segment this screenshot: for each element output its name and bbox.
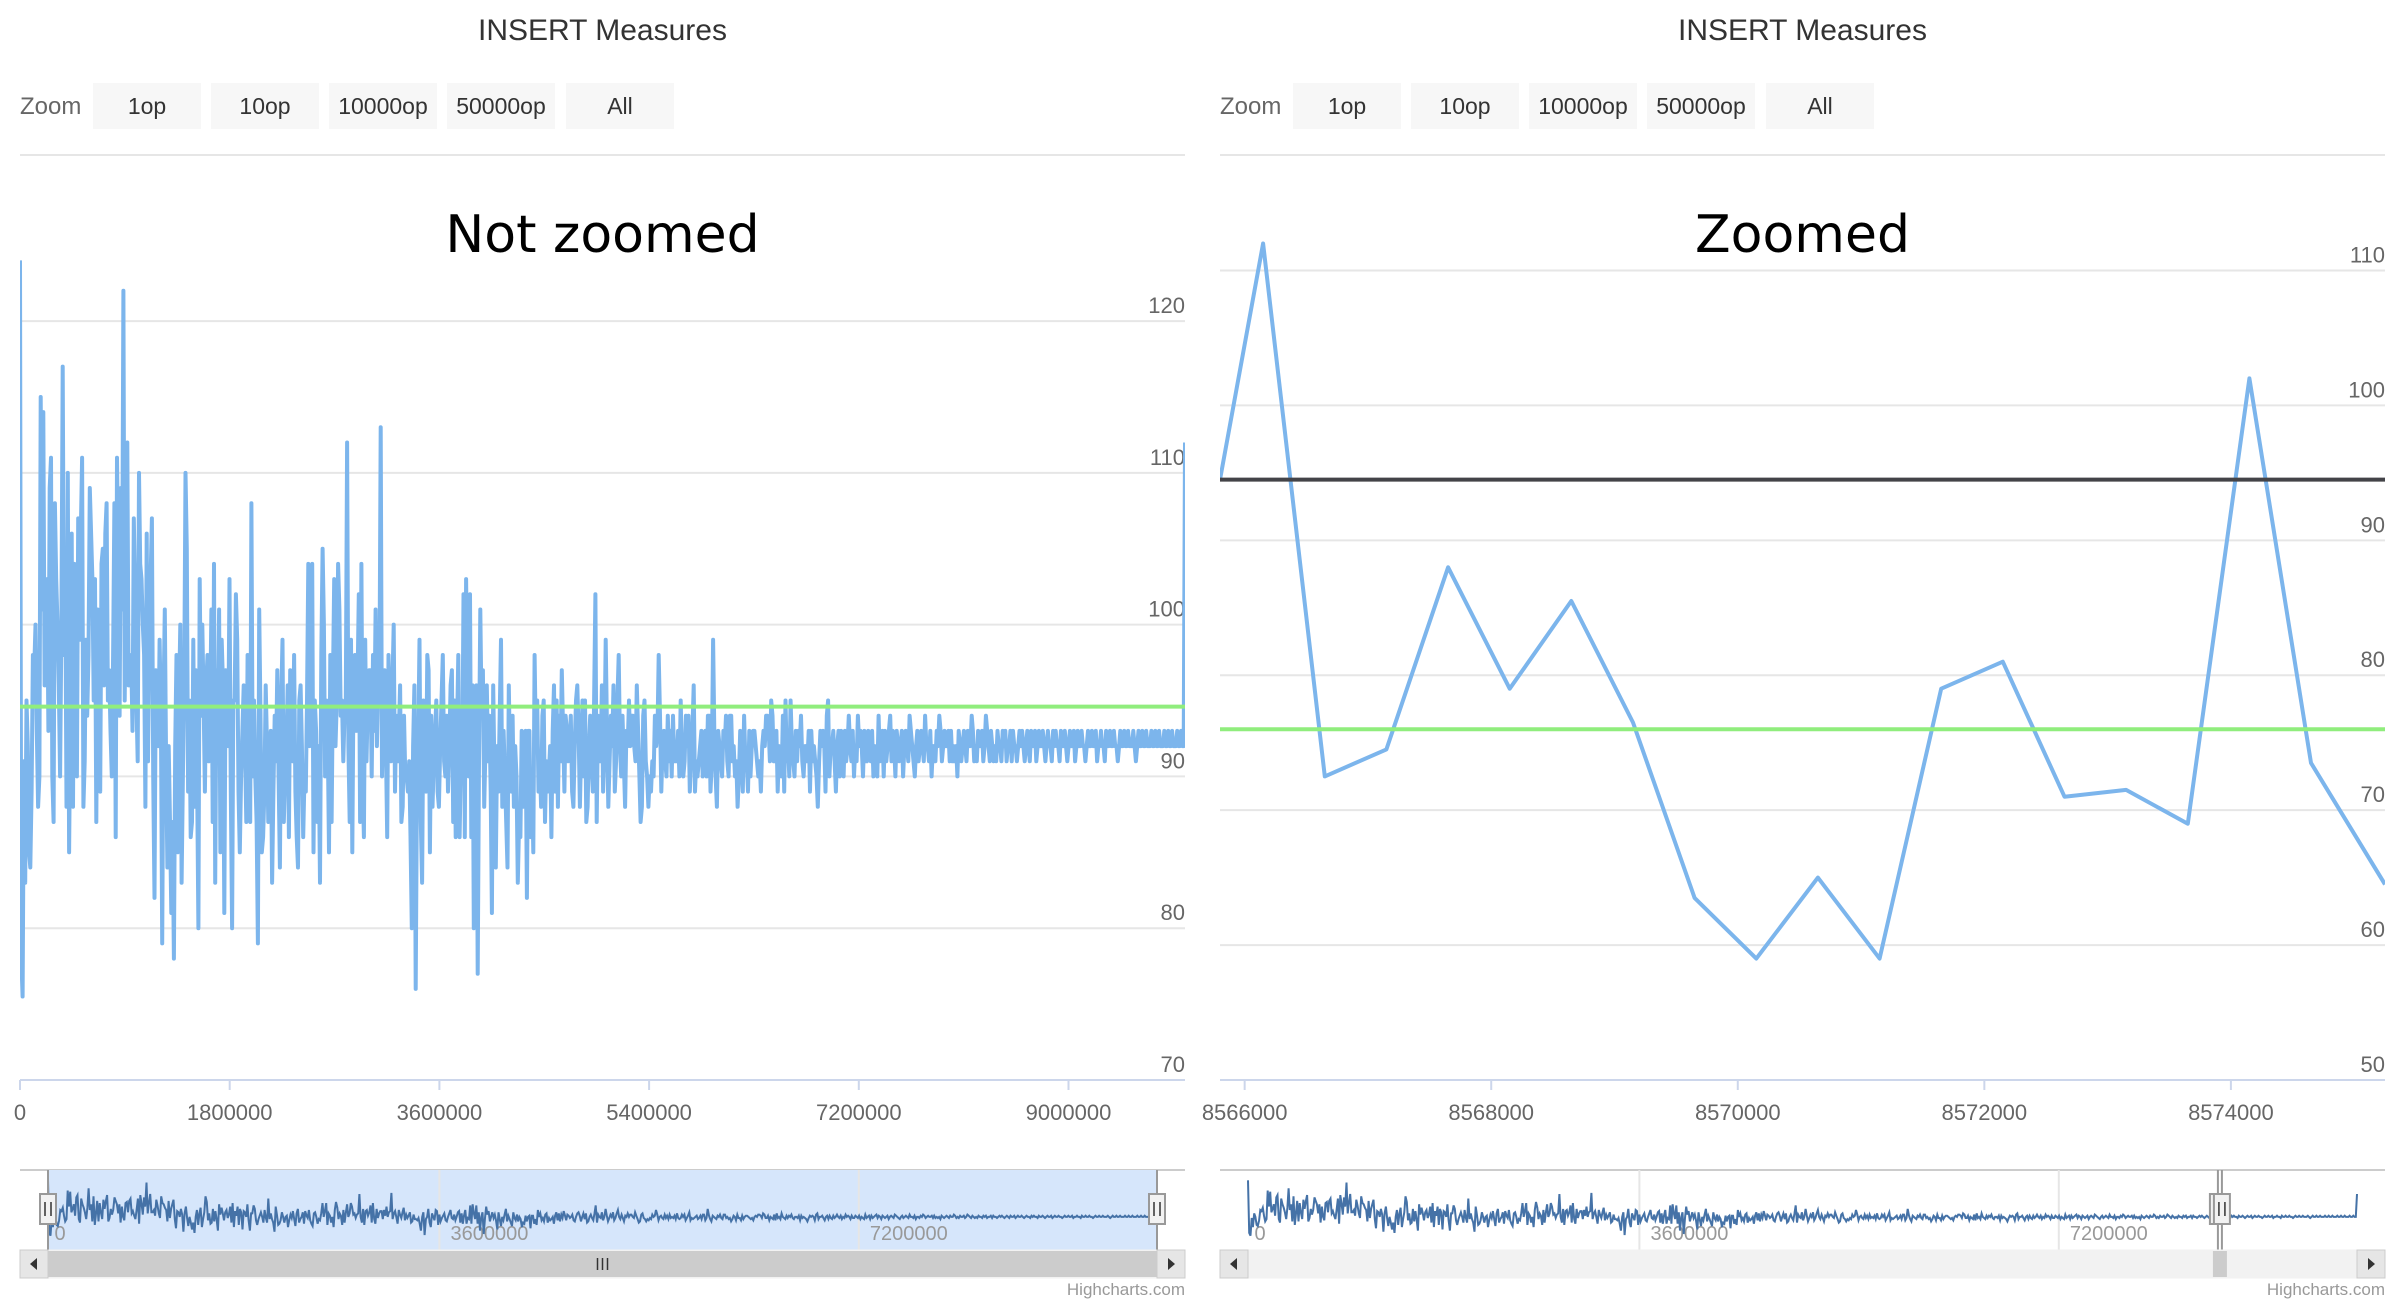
credits-link[interactable]: Highcharts.com bbox=[1066, 1280, 1185, 1299]
x-tick-label: 8568000 bbox=[1448, 1100, 1534, 1125]
zoom-button-all[interactable]: All bbox=[1766, 83, 1874, 129]
y-tick-label: 110 bbox=[1150, 445, 1185, 470]
y-tick-label: 80 bbox=[2361, 647, 2385, 672]
scrollbar-right-button[interactable] bbox=[1156, 1249, 1186, 1279]
scrollbar-track[interactable] bbox=[1219, 1249, 2386, 1279]
zoom-button-all[interactable]: All bbox=[566, 83, 674, 129]
zoom-button-10000op[interactable]: 10000op bbox=[329, 83, 437, 129]
navigator-handle[interactable] bbox=[39, 1170, 57, 1250]
chart-panel-left: INSERT Measures Zoom 1op 10op 10000op 50… bbox=[14, 14, 1186, 1299]
x-tick-label: 9000000 bbox=[1026, 1100, 1112, 1125]
navigator-series-line bbox=[47, 1180, 1158, 1237]
navigator-tick-label: 3600000 bbox=[450, 1223, 528, 1245]
panel-title: INSERT Measures bbox=[478, 14, 727, 47]
navigator-handle[interactable] bbox=[1148, 1170, 1166, 1250]
navigator-tick-label: 0 bbox=[54, 1223, 65, 1245]
zoom-button-1op[interactable]: 1op bbox=[1293, 83, 1401, 129]
x-tick-label: 0 bbox=[14, 1100, 26, 1125]
y-tick-label: 100 bbox=[2348, 377, 2385, 402]
navigator-handle[interactable] bbox=[2212, 1170, 2231, 1250]
chart-title: Zoomed bbox=[1695, 205, 1910, 265]
x-tick-label: 8566000 bbox=[1202, 1100, 1288, 1125]
navigator-series-line bbox=[1247, 1180, 2358, 1237]
scrollbar[interactable] bbox=[1219, 1249, 2386, 1279]
zoom-button-10op[interactable]: 10op bbox=[211, 83, 319, 129]
navigator-handle-grip[interactable] bbox=[39, 1193, 57, 1225]
x-tick-label: 8574000 bbox=[2188, 1100, 2274, 1125]
x-tick-label: 8570000 bbox=[1695, 1100, 1781, 1125]
divider bbox=[1220, 154, 2385, 156]
series-line[interactable] bbox=[20, 260, 1185, 999]
y-tick-label: 70 bbox=[2361, 782, 2385, 807]
y-tick-label: 110 bbox=[2350, 242, 2385, 267]
navigator-range-mask bbox=[48, 1170, 1157, 1250]
chevron-left-icon bbox=[1230, 1258, 1237, 1270]
gridlines bbox=[20, 320, 1185, 930]
navigator[interactable]: 0 3600000 7200000 bbox=[20, 1169, 1185, 1250]
zoom-button-50000op[interactable]: 50000op bbox=[447, 83, 555, 129]
navigator-handle-grip[interactable] bbox=[1148, 1193, 1166, 1225]
zoom-button-1op[interactable]: 1op bbox=[93, 83, 201, 129]
chart-title: Not zoomed bbox=[445, 205, 760, 265]
gridlines bbox=[1220, 269, 2385, 947]
x-tick-label: 3600000 bbox=[397, 1100, 483, 1125]
zoom-label: Zoom bbox=[20, 93, 82, 120]
x-tick-label: 8572000 bbox=[1942, 1100, 2028, 1125]
y-tick-label: 90 bbox=[2361, 512, 2385, 537]
line-chart: 70 80 90 100 110 120 0 1800000 3600000 5400000 720… bbox=[14, 260, 1186, 1279]
navigator-tick-label: 3600000 bbox=[1650, 1223, 1728, 1245]
y-tick-label: 80 bbox=[1161, 900, 1185, 925]
x-tick-label: 7200000 bbox=[816, 1100, 902, 1125]
x-tick-label: 1800000 bbox=[187, 1100, 273, 1125]
scrollbar-right-button[interactable] bbox=[2356, 1249, 2386, 1279]
navigator[interactable]: 0 3600000 7200000 bbox=[1220, 1169, 2385, 1250]
zoom-button-10op[interactable]: 10op bbox=[1411, 83, 1519, 129]
y-tick-label: 70 bbox=[1161, 1052, 1185, 1077]
scrollbar-left-button[interactable] bbox=[19, 1249, 49, 1279]
y-tick-label: 50 bbox=[2361, 1052, 2385, 1077]
scrollbar-left-button[interactable] bbox=[1219, 1249, 1249, 1279]
panel-title: INSERT Measures bbox=[1678, 14, 1927, 47]
navigator-tick-label: 7200000 bbox=[870, 1223, 948, 1245]
navigator-tick-label: 0 bbox=[1254, 1223, 1265, 1245]
y-tick-label: 60 bbox=[2361, 917, 2385, 942]
y-tick-label: 90 bbox=[1161, 748, 1185, 773]
series-line[interactable] bbox=[1220, 241, 2385, 961]
x-tick-label: 5400000 bbox=[606, 1100, 692, 1125]
scrollbar-thumb[interactable] bbox=[2212, 1251, 2227, 1277]
chevron-right-icon bbox=[1168, 1258, 1175, 1270]
navigator-handle-grip[interactable] bbox=[2212, 1193, 2231, 1225]
zoom-button-50000op[interactable]: 50000op bbox=[1647, 83, 1755, 129]
zoom-button-10000op[interactable]: 10000op bbox=[1529, 83, 1637, 129]
y-tick-label: 100 bbox=[1148, 597, 1185, 622]
y-tick-label: 120 bbox=[1148, 293, 1185, 318]
zoom-label: Zoom bbox=[1220, 93, 1282, 120]
scrollbar[interactable] bbox=[19, 1249, 1186, 1279]
navigator-tick-label: 7200000 bbox=[2070, 1223, 2148, 1245]
credits-link[interactable]: Highcharts.com bbox=[2266, 1280, 2385, 1299]
line-chart: 50 60 70 80 90 100 110 8566000 8568000 8570000 857… bbox=[1202, 241, 2386, 1279]
chevron-right-icon bbox=[2368, 1258, 2375, 1270]
chevron-left-icon bbox=[30, 1258, 37, 1270]
divider bbox=[20, 154, 1185, 156]
chart-panel-right: INSERT Measures Zoom 1op 10op 10000op 50… bbox=[1200, 0, 2400, 1300]
